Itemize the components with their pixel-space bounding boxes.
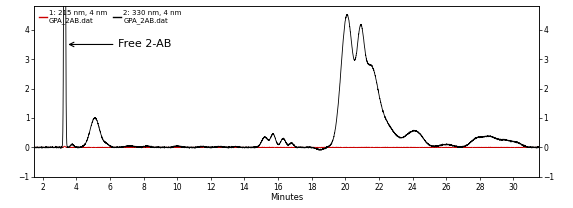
X-axis label: Minutes: Minutes bbox=[270, 193, 303, 202]
Text: Free 2-AB: Free 2-AB bbox=[69, 40, 172, 50]
Legend: 1: 215 nm, 4 nm
GPA_2AB.dat, 2: 330 nm, 4 nm
GPA_2AB.dat: 1: 215 nm, 4 nm GPA_2AB.dat, 2: 330 nm, … bbox=[38, 10, 182, 25]
